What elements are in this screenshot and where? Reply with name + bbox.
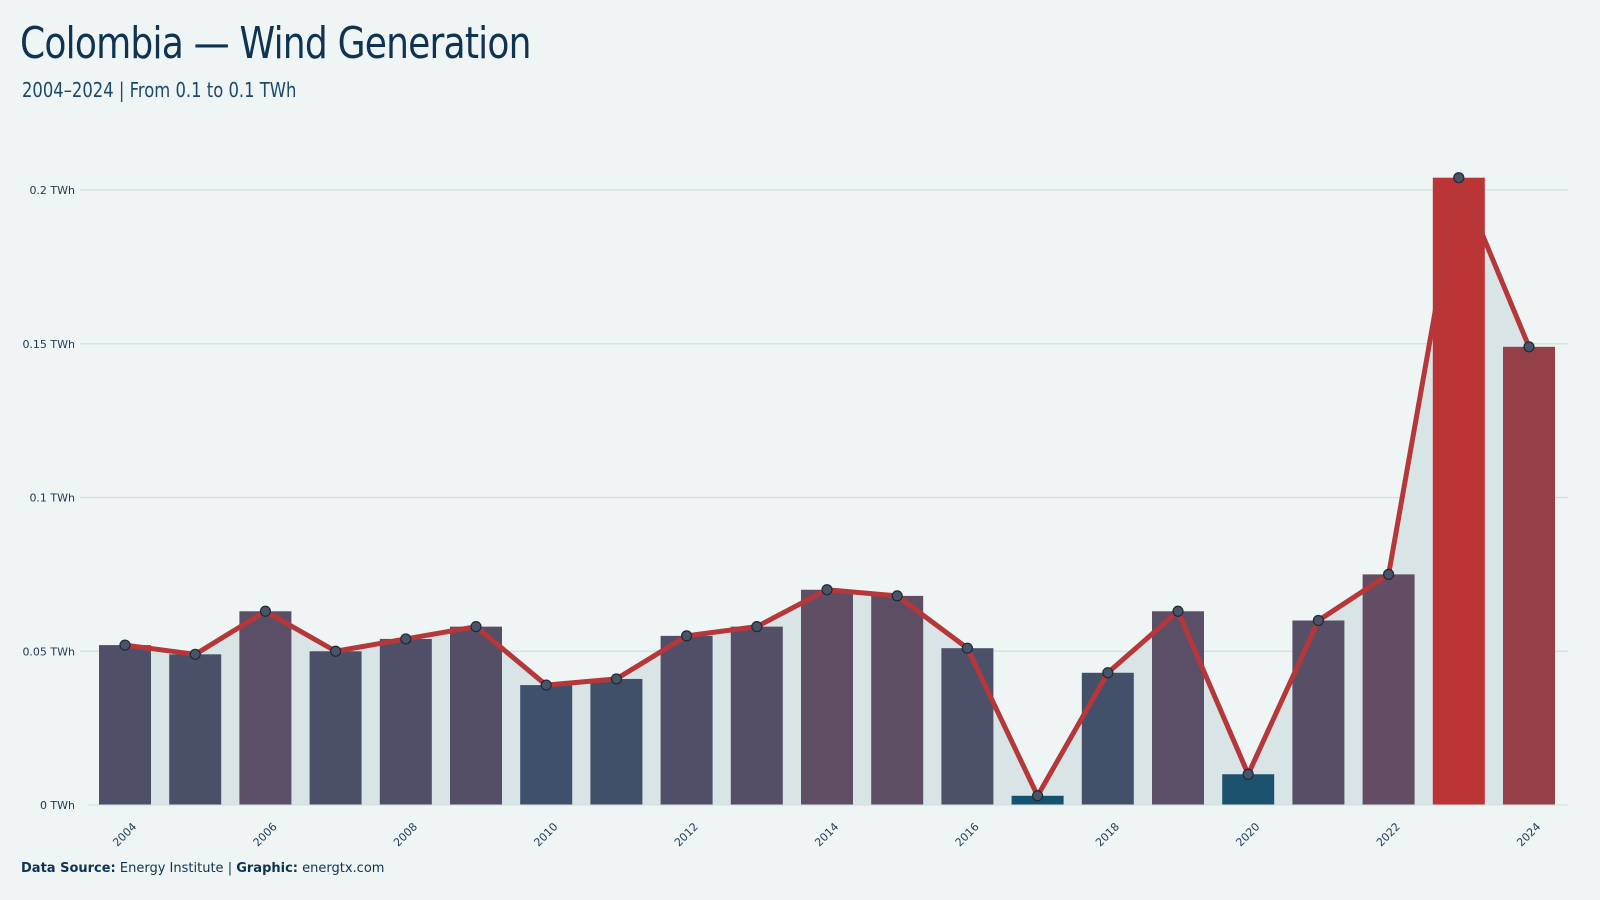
footer: Data Source: Energy Institute | Graphic:… [21, 861, 384, 876]
y-tick-label: 0.1 TWh [29, 492, 75, 505]
data-point [891, 590, 903, 602]
bar [1503, 346, 1555, 805]
bar [99, 645, 151, 805]
chart-title: Colombia — Wind Generation [20, 18, 531, 69]
x-tick-label: 2020 [1233, 820, 1262, 849]
graphic-value: energtx.com [302, 861, 385, 876]
data-point [1382, 568, 1395, 580]
x-tick-label: 2022 [1374, 820, 1403, 849]
y-tick-label: 0 TWh [40, 799, 75, 812]
bar [450, 626, 502, 805]
bar [520, 685, 573, 805]
data-point [610, 673, 623, 685]
bar [660, 635, 713, 805]
bar [801, 589, 853, 805]
chart-subtitle: 2004–2024 | From 0.1 to 0.1 TWh [22, 78, 297, 102]
data-point [259, 605, 271, 617]
source-value: Energy Institute [119, 861, 224, 876]
data-point [189, 648, 201, 660]
data-point [119, 639, 131, 651]
x-tick-label: 2012 [672, 820, 701, 849]
data-point [400, 633, 412, 645]
data-point [1031, 790, 1044, 802]
bar [590, 678, 643, 805]
bar [309, 651, 362, 805]
data-point [1102, 667, 1114, 679]
data-point [1523, 341, 1535, 353]
x-tick-label: 2008 [391, 820, 420, 849]
x-tick-label: 2024 [1514, 820, 1543, 849]
bar [1292, 620, 1345, 805]
footer-separator: | [227, 861, 233, 876]
data-point [470, 621, 482, 633]
data-point [680, 630, 693, 642]
y-tick-label: 0.05 TWh [22, 645, 75, 658]
bar [1152, 611, 1204, 805]
data-point [540, 679, 552, 691]
bar [730, 626, 783, 805]
bar [1081, 672, 1134, 805]
data-point [1453, 172, 1465, 184]
bar [169, 654, 222, 805]
x-tick-label: 2004 [110, 820, 139, 849]
data-point [1242, 768, 1254, 780]
x-tick-label: 2010 [531, 820, 560, 849]
data-point [751, 621, 763, 633]
data-point [961, 642, 974, 654]
bar [239, 611, 292, 805]
bar [1362, 574, 1415, 805]
data-point [330, 645, 342, 657]
data-point [821, 584, 833, 596]
y-tick-label: 0.2 TWh [29, 184, 75, 197]
data-point [1172, 605, 1184, 617]
x-tick-label: 2016 [953, 820, 982, 849]
x-tick-label: 2018 [1093, 820, 1122, 849]
x-tick-label: 2006 [251, 820, 280, 849]
bar [941, 648, 994, 805]
graphic-label: Graphic: [236, 861, 298, 876]
bar [871, 595, 924, 805]
x-tick-label: 2014 [812, 820, 841, 849]
y-tick-label: 0.15 TWh [22, 338, 75, 351]
source-label: Data Source: [21, 861, 116, 876]
data-point [1312, 614, 1325, 627]
bar [379, 638, 432, 805]
